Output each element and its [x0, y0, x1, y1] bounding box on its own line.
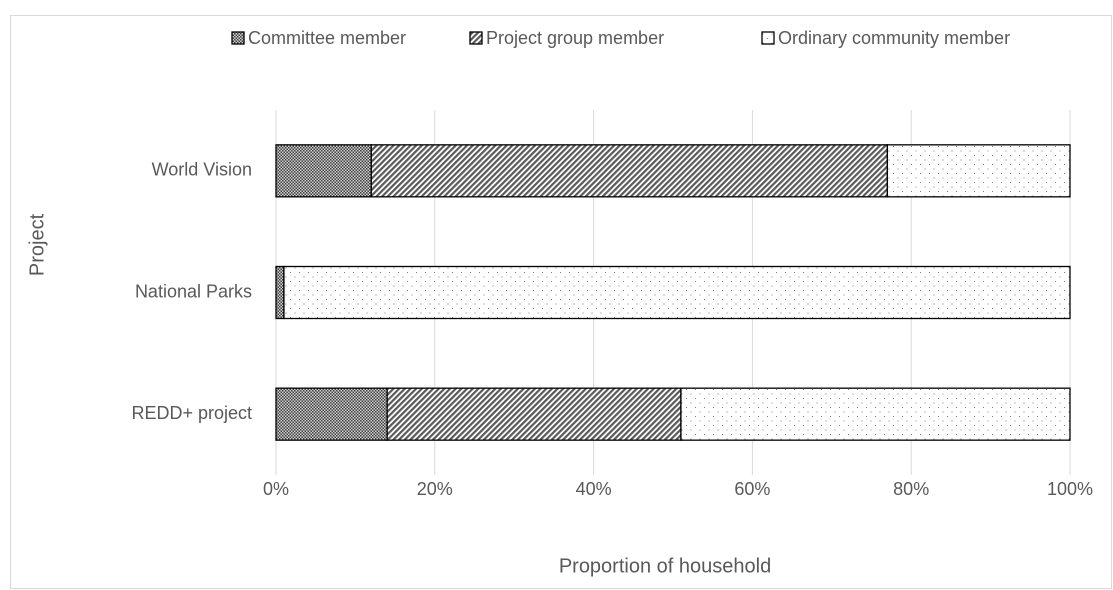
bar-segment	[386, 387, 682, 441]
legend-swatch	[761, 31, 775, 45]
y-tick-label: National Parks	[135, 281, 252, 301]
y-tick-label: REDD+ project	[131, 403, 252, 423]
bar-segment	[275, 144, 372, 198]
legend-swatch	[231, 31, 245, 45]
legend-label: Committee member	[248, 28, 406, 48]
x-tick-label: 20%	[417, 479, 453, 499]
chart-frame	[10, 15, 1112, 589]
legend-label: Ordinary community member	[778, 28, 1010, 48]
bar-segment	[370, 144, 889, 198]
x-axis-title: Proportion of household	[559, 555, 771, 577]
x-tick-label: 40%	[576, 479, 612, 499]
bar-segment	[283, 265, 1071, 320]
bar-segment	[680, 387, 1071, 441]
bar-segment	[275, 265, 285, 320]
x-tick-label: 80%	[893, 479, 929, 499]
bar-segment	[275, 387, 388, 441]
x-tick-label: 60%	[734, 479, 770, 499]
y-tick-label: World Vision	[152, 160, 252, 180]
legend-swatch	[469, 31, 483, 45]
bar-segment	[886, 144, 1071, 198]
y-axis-title: Project	[26, 213, 48, 276]
legend-label: Project group member	[486, 28, 664, 48]
x-tick-label: 0%	[263, 479, 289, 499]
x-tick-label: 100%	[1047, 479, 1093, 499]
